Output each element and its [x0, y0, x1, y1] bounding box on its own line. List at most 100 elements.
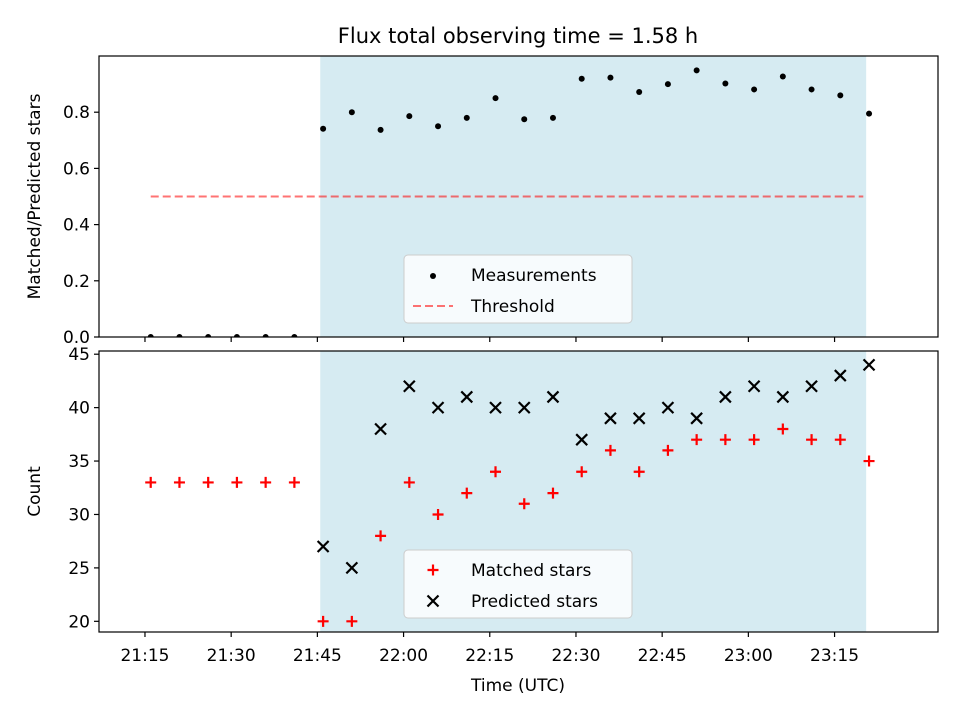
legend-matched-marker — [427, 564, 439, 576]
matched-star-point — [518, 498, 530, 510]
measurement-point — [751, 86, 758, 93]
legend-label: Predicted stars — [471, 592, 598, 612]
x-tick-label: 22:15 — [465, 646, 514, 666]
predicted-star-point — [747, 379, 761, 393]
predicted-star-point — [690, 412, 703, 425]
legend-label: Matched stars — [471, 561, 591, 581]
measurement-point — [693, 67, 700, 74]
predicted-star-point — [460, 390, 474, 404]
predicted-star-point — [374, 422, 387, 436]
measurement-point — [837, 92, 844, 99]
axes-frame — [98, 350, 939, 633]
x-tick-label: 22:00 — [379, 646, 428, 666]
matched-star-point — [260, 476, 272, 488]
predicted-star-point — [632, 412, 646, 425]
matched-star-point — [375, 530, 387, 542]
matched-star-point — [662, 444, 674, 456]
measurement-point — [664, 81, 671, 88]
measurement-point — [262, 334, 269, 337]
legend: Matched stars Predicted stars — [403, 549, 633, 619]
x-tick-label: 21:45 — [293, 646, 342, 666]
plot-area — [147, 67, 873, 337]
y-axis-label: Matched/Predicted stars — [25, 93, 45, 299]
axes-frame — [98, 55, 939, 338]
y-tick-label: 0.2 — [63, 272, 90, 292]
y-tick-label: 20 — [68, 612, 90, 632]
y-tick-label: 0.0 — [63, 328, 90, 348]
matched-star-point — [777, 423, 789, 435]
predicted-star-point — [805, 379, 818, 393]
matched-star-point — [719, 434, 731, 446]
measurement-point — [406, 113, 413, 120]
matched-star-point — [346, 615, 358, 627]
matched-star-point — [432, 508, 444, 520]
y-axis-label: Count — [25, 466, 45, 517]
bottom-panel: 20 25 30 35 40 45 21:15 21:30 21:45 22:00 22:15 22:… — [25, 345, 939, 666]
predicted-star-point — [316, 540, 330, 553]
matched-star-point — [145, 476, 157, 488]
matched-star-point — [834, 434, 846, 446]
predicted-star-point — [661, 401, 675, 414]
measurement-point — [779, 73, 786, 80]
measurement-point — [147, 334, 154, 337]
measurement-point — [636, 88, 643, 95]
y-tick-label: 45 — [68, 345, 90, 365]
measurement-point — [377, 126, 384, 133]
y-tick-label: 35 — [68, 452, 90, 472]
matched-star-point — [490, 466, 502, 478]
x-tick-label: 22:30 — [551, 646, 600, 666]
predicted-star-point — [489, 401, 502, 414]
measurement-point — [722, 80, 729, 87]
measurement-point — [205, 334, 212, 337]
matched-star-point — [633, 466, 645, 478]
matched-star-point — [691, 434, 703, 446]
y-tick-label: 25 — [68, 559, 90, 579]
x-tick-label: 21:30 — [207, 646, 256, 666]
legend: Measurements Threshold — [403, 254, 633, 324]
y-tick-label: 40 — [68, 399, 90, 419]
predicted-star-point — [546, 390, 560, 404]
predicted-star-point — [345, 561, 359, 575]
matched-star-point — [863, 455, 875, 467]
matched-star-point — [604, 444, 616, 456]
y-tick-label: 30 — [68, 505, 90, 525]
measurement-point — [320, 125, 327, 132]
predicted-star-point — [776, 390, 790, 404]
measurement-point — [578, 75, 585, 82]
x-axis-label: Time (UTC) — [470, 676, 565, 696]
measurement-point — [521, 116, 528, 123]
matched-star-point — [288, 476, 300, 488]
legend-measurement-marker — [430, 273, 436, 279]
matched-star-point — [202, 476, 214, 488]
measurement-point — [291, 334, 298, 337]
legend-predicted-marker — [426, 594, 440, 608]
predicted-star-point — [517, 401, 531, 414]
legend-label: Measurements — [471, 266, 597, 286]
predicted-star-point — [862, 358, 876, 372]
top-panel: 0.0 0.2 0.4 0.6 0.8 Matched/Predicted stars Me… — [25, 55, 939, 348]
measurement-point — [549, 114, 556, 121]
legend-box — [403, 254, 633, 324]
predicted-star-point — [575, 433, 588, 446]
matched-star-point — [173, 476, 185, 488]
predicted-star-point — [403, 379, 416, 393]
measurement-point — [435, 123, 442, 130]
matched-star-point — [806, 434, 818, 446]
measurement-point — [808, 86, 815, 93]
predicted-star-point — [834, 369, 847, 382]
x-tick-label: 23:00 — [724, 646, 773, 666]
measurement-point — [233, 334, 240, 337]
matched-star-point — [317, 615, 329, 627]
predicted-star-point — [719, 390, 732, 404]
measurement-point — [348, 109, 355, 116]
matched-star-point — [576, 466, 588, 478]
matched-star-point — [748, 434, 760, 446]
matched-star-point — [547, 487, 559, 499]
measurement-point — [866, 110, 873, 117]
measurement-point — [492, 95, 499, 102]
matched-star-point — [231, 476, 243, 488]
legend-box — [403, 549, 633, 619]
x-tick-label: 22:45 — [638, 646, 687, 666]
x-tick-label: 23:15 — [810, 646, 859, 666]
